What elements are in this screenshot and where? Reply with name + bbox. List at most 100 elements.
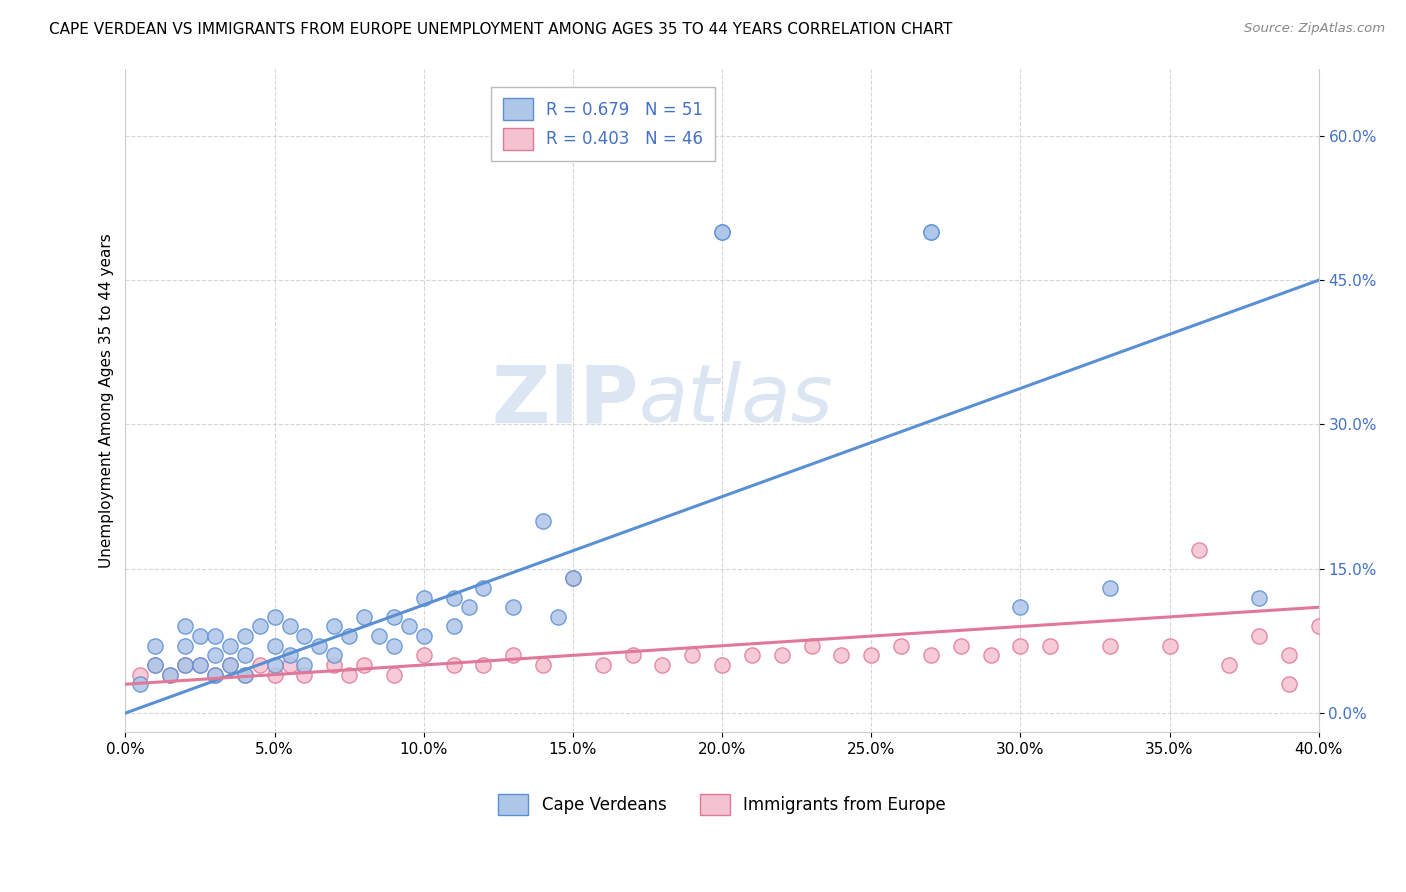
Point — [681, 648, 703, 663]
Point — [294, 629, 316, 643]
Point — [323, 648, 346, 663]
Point — [294, 657, 316, 672]
Point — [204, 648, 226, 663]
Point — [949, 639, 972, 653]
Point — [143, 657, 166, 672]
Point — [278, 648, 301, 663]
Point — [800, 639, 823, 653]
Point — [263, 639, 285, 653]
Point — [143, 657, 166, 672]
Point — [174, 639, 197, 653]
Point — [1278, 677, 1301, 691]
Point — [249, 619, 271, 633]
Point — [218, 639, 240, 653]
Point — [472, 657, 495, 672]
Point — [1010, 639, 1032, 653]
Point — [143, 639, 166, 653]
Text: Source: ZipAtlas.com: Source: ZipAtlas.com — [1244, 22, 1385, 36]
Point — [502, 648, 524, 663]
Point — [353, 610, 375, 624]
Point — [218, 657, 240, 672]
Point — [337, 667, 360, 681]
Point — [920, 225, 942, 239]
Point — [412, 648, 434, 663]
Point — [651, 657, 673, 672]
Point — [531, 657, 554, 672]
Point — [621, 648, 644, 663]
Point — [398, 619, 420, 633]
Point — [1278, 648, 1301, 663]
Point — [188, 657, 211, 672]
Point — [1218, 657, 1240, 672]
Y-axis label: Unemployment Among Ages 35 to 44 years: Unemployment Among Ages 35 to 44 years — [100, 233, 114, 568]
Point — [278, 657, 301, 672]
Point — [920, 648, 942, 663]
Point — [263, 610, 285, 624]
Point — [1010, 600, 1032, 615]
Point — [711, 225, 734, 239]
Text: ZIP: ZIP — [491, 361, 638, 440]
Point — [353, 657, 375, 672]
Point — [770, 648, 793, 663]
Point — [561, 571, 583, 585]
Point — [159, 667, 181, 681]
Point — [382, 667, 405, 681]
Point — [174, 657, 197, 672]
Point — [1098, 639, 1121, 653]
Point — [830, 648, 852, 663]
Point — [860, 648, 883, 663]
Point — [1039, 639, 1062, 653]
Point — [1188, 542, 1211, 557]
Legend: Cape Verdeans, Immigrants from Europe: Cape Verdeans, Immigrants from Europe — [492, 787, 952, 822]
Point — [249, 657, 271, 672]
Point — [218, 657, 240, 672]
Point — [1098, 581, 1121, 595]
Point — [263, 667, 285, 681]
Point — [337, 629, 360, 643]
Point — [890, 639, 912, 653]
Point — [308, 639, 330, 653]
Point — [204, 629, 226, 643]
Point — [561, 571, 583, 585]
Point — [412, 629, 434, 643]
Point — [443, 591, 465, 605]
Point — [263, 657, 285, 672]
Point — [188, 629, 211, 643]
Point — [443, 657, 465, 672]
Point — [233, 667, 256, 681]
Point — [129, 677, 152, 691]
Point — [711, 657, 734, 672]
Point — [1159, 639, 1181, 653]
Point — [174, 657, 197, 672]
Point — [382, 610, 405, 624]
Text: atlas: atlas — [638, 361, 834, 440]
Point — [294, 667, 316, 681]
Point — [920, 225, 942, 239]
Point — [323, 657, 346, 672]
Point — [159, 667, 181, 681]
Point — [472, 581, 495, 595]
Point — [531, 514, 554, 528]
Point — [980, 648, 1002, 663]
Point — [1247, 591, 1270, 605]
Point — [1247, 629, 1270, 643]
Point — [174, 619, 197, 633]
Point — [502, 600, 524, 615]
Point — [323, 619, 346, 633]
Point — [443, 619, 465, 633]
Point — [457, 600, 479, 615]
Text: CAPE VERDEAN VS IMMIGRANTS FROM EUROPE UNEMPLOYMENT AMONG AGES 35 TO 44 YEARS CO: CAPE VERDEAN VS IMMIGRANTS FROM EUROPE U… — [49, 22, 953, 37]
Point — [382, 639, 405, 653]
Point — [368, 629, 391, 643]
Point — [412, 591, 434, 605]
Point — [188, 657, 211, 672]
Point — [1308, 619, 1330, 633]
Point — [204, 667, 226, 681]
Point — [204, 667, 226, 681]
Point — [233, 648, 256, 663]
Point — [233, 667, 256, 681]
Point — [233, 629, 256, 643]
Point — [278, 619, 301, 633]
Point — [592, 657, 614, 672]
Point — [129, 667, 152, 681]
